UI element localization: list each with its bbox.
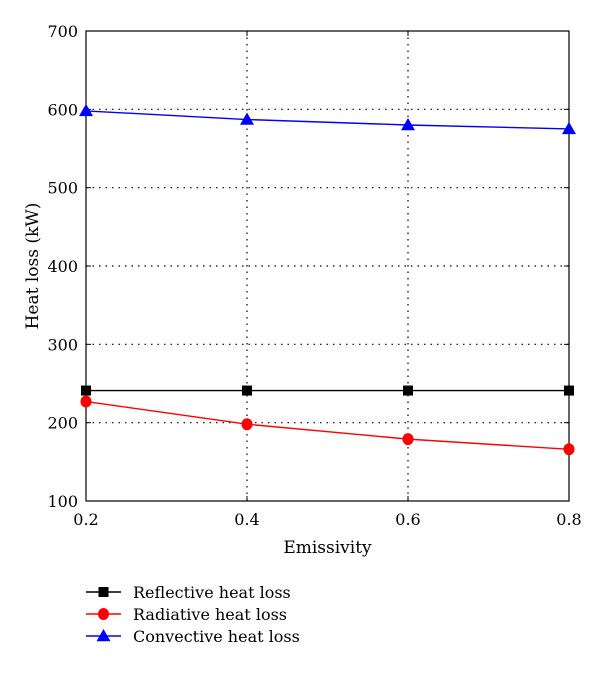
x-axis-tick-labels: 0.2 0.4 0.6 0.8 bbox=[73, 510, 581, 529]
series-convective-heat-loss bbox=[79, 103, 576, 135]
data-point-reflective-heat-loss-marker bbox=[81, 385, 91, 396]
y-tick-label: 300 bbox=[47, 335, 78, 354]
data-point-reflective-heat-loss-marker bbox=[242, 385, 252, 396]
series-line-convective-heat-loss bbox=[85, 110, 570, 130]
y-tick-label: 600 bbox=[47, 100, 78, 119]
legend: Reflective heat loss Radiative heat loss C… bbox=[86, 583, 300, 646]
legend-label: Reflective heat loss bbox=[133, 583, 291, 602]
series-line-radiative-heat-loss bbox=[85, 400, 570, 450]
data-point-convective-heat-loss-marker bbox=[240, 112, 254, 125]
legend-item-radiative-heat-loss: Radiative heat loss bbox=[86, 605, 287, 624]
data-point-radiative-heat-loss-marker bbox=[402, 433, 414, 446]
x-tick-label: 0.8 bbox=[556, 510, 581, 529]
y-tick-label: 400 bbox=[47, 257, 78, 276]
data-point-convective-heat-loss-marker bbox=[79, 103, 93, 117]
x-tick-label: 0.4 bbox=[234, 510, 259, 529]
legend-radiative-heat-loss-marker bbox=[98, 608, 109, 620]
data-point-convective-heat-loss-marker bbox=[401, 118, 415, 131]
x-tick-label: 0.6 bbox=[395, 510, 420, 529]
x-axis-label: Emissivity bbox=[283, 538, 372, 558]
data-point-reflective-heat-loss-marker bbox=[403, 385, 413, 396]
y-tick-label: 200 bbox=[47, 414, 78, 433]
x-tick-label: 0.2 bbox=[73, 510, 98, 529]
data-point-convective-heat-loss-marker bbox=[562, 121, 576, 135]
series-group bbox=[79, 103, 576, 456]
grid-lines bbox=[86, 31, 569, 501]
legend-reflective-heat-loss-marker bbox=[98, 587, 109, 597]
axis-ticks bbox=[85, 30, 570, 502]
y-tick-label: 100 bbox=[47, 492, 78, 511]
data-point-radiative-heat-loss-marker bbox=[241, 418, 253, 431]
y-tick-label: 700 bbox=[47, 22, 78, 41]
legend-label: Radiative heat loss bbox=[133, 605, 287, 624]
data-point-radiative-heat-loss-marker bbox=[563, 443, 575, 456]
series-radiative-heat-loss bbox=[80, 395, 575, 456]
legend-convective-heat-loss-marker bbox=[96, 629, 111, 642]
data-point-radiative-heat-loss-marker bbox=[80, 395, 92, 408]
y-axis-label: Heat loss (kW) bbox=[23, 203, 43, 330]
series-reflective-heat-loss bbox=[81, 385, 574, 396]
y-axis-tick-labels: 100 200 300 400 500 600 700 bbox=[47, 22, 78, 511]
y-tick-label: 500 bbox=[47, 179, 78, 198]
legend-label: Convective heat loss bbox=[133, 627, 300, 646]
legend-item-convective-heat-loss: Convective heat loss bbox=[86, 627, 300, 646]
legend-item-reflective-heat-loss: Reflective heat loss bbox=[86, 583, 291, 602]
data-point-reflective-heat-loss-marker bbox=[564, 385, 574, 396]
